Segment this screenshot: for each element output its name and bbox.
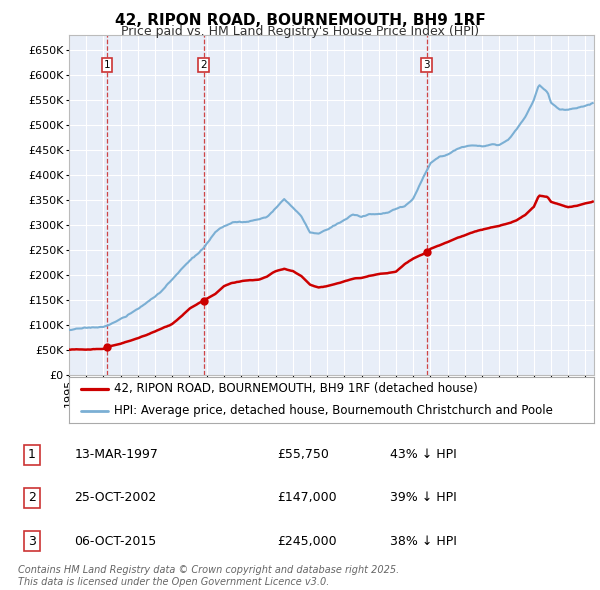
Text: 39% ↓ HPI: 39% ↓ HPI xyxy=(390,491,457,504)
Text: 3: 3 xyxy=(423,60,430,70)
Text: 38% ↓ HPI: 38% ↓ HPI xyxy=(390,535,457,548)
Text: 42, RIPON ROAD, BOURNEMOUTH, BH9 1RF (detached house): 42, RIPON ROAD, BOURNEMOUTH, BH9 1RF (de… xyxy=(113,382,478,395)
Text: 13-MAR-1997: 13-MAR-1997 xyxy=(74,448,158,461)
Text: 25-OCT-2002: 25-OCT-2002 xyxy=(74,491,157,504)
Text: 06-OCT-2015: 06-OCT-2015 xyxy=(74,535,157,548)
Text: 2: 2 xyxy=(200,60,207,70)
Text: Contains HM Land Registry data © Crown copyright and database right 2025.
This d: Contains HM Land Registry data © Crown c… xyxy=(18,565,399,587)
Text: Price paid vs. HM Land Registry's House Price Index (HPI): Price paid vs. HM Land Registry's House … xyxy=(121,25,479,38)
Text: £147,000: £147,000 xyxy=(277,491,337,504)
Text: 3: 3 xyxy=(28,535,36,548)
Text: 42, RIPON ROAD, BOURNEMOUTH, BH9 1RF: 42, RIPON ROAD, BOURNEMOUTH, BH9 1RF xyxy=(115,13,485,28)
Text: 1: 1 xyxy=(28,448,36,461)
Text: £55,750: £55,750 xyxy=(277,448,329,461)
Text: 2: 2 xyxy=(28,491,36,504)
Text: HPI: Average price, detached house, Bournemouth Christchurch and Poole: HPI: Average price, detached house, Bour… xyxy=(113,404,553,417)
Text: 1: 1 xyxy=(104,60,110,70)
Text: 43% ↓ HPI: 43% ↓ HPI xyxy=(390,448,457,461)
Text: £245,000: £245,000 xyxy=(277,535,337,548)
